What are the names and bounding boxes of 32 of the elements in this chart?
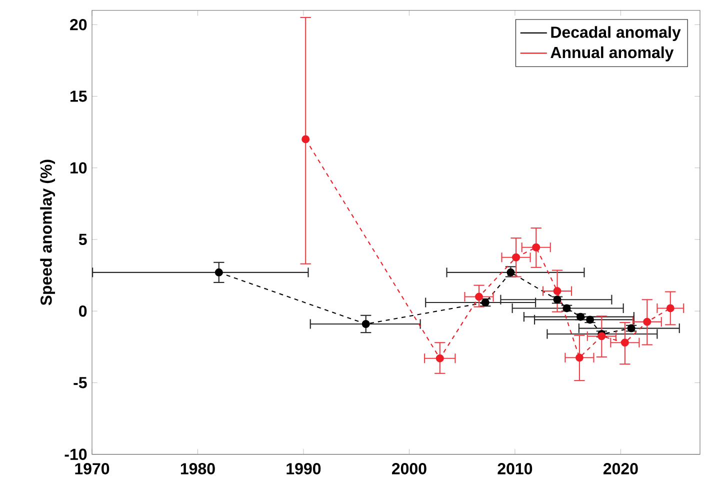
x-tick-label: 2010 <box>498 463 532 474</box>
point <box>643 318 652 326</box>
y-tick-label: 15 <box>70 90 87 102</box>
x-tick-label: 1970 <box>75 463 110 474</box>
y-axis-title: Speed anomlay (%) <box>40 160 56 306</box>
y-tick-label: -10 <box>64 448 87 460</box>
y-tick-label: 5 <box>78 234 87 246</box>
y-tick-label: -5 <box>74 377 87 388</box>
point <box>436 354 444 362</box>
y-tick-label: 0 <box>79 305 87 317</box>
point <box>553 287 562 296</box>
point <box>362 320 370 328</box>
point <box>666 304 674 312</box>
y-tick-label: 10 <box>70 162 87 174</box>
x-tick-label: 2020 <box>603 463 638 474</box>
legend-label: Decadal anomaly <box>551 26 681 42</box>
point <box>620 338 629 347</box>
point <box>512 253 520 262</box>
x-tick-label: 2000 <box>392 463 426 474</box>
point <box>302 135 310 144</box>
point <box>586 316 594 324</box>
y-tick-label: 20 <box>70 18 87 30</box>
point <box>532 243 540 252</box>
point <box>576 312 585 321</box>
point <box>481 298 490 306</box>
point <box>575 354 584 362</box>
point <box>627 324 636 332</box>
point <box>214 268 223 276</box>
x-tick-label: 1980 <box>180 463 215 474</box>
x-tick-label: 1990 <box>286 463 321 474</box>
point <box>475 292 484 301</box>
legend-label: Annual anomaly <box>550 46 674 62</box>
